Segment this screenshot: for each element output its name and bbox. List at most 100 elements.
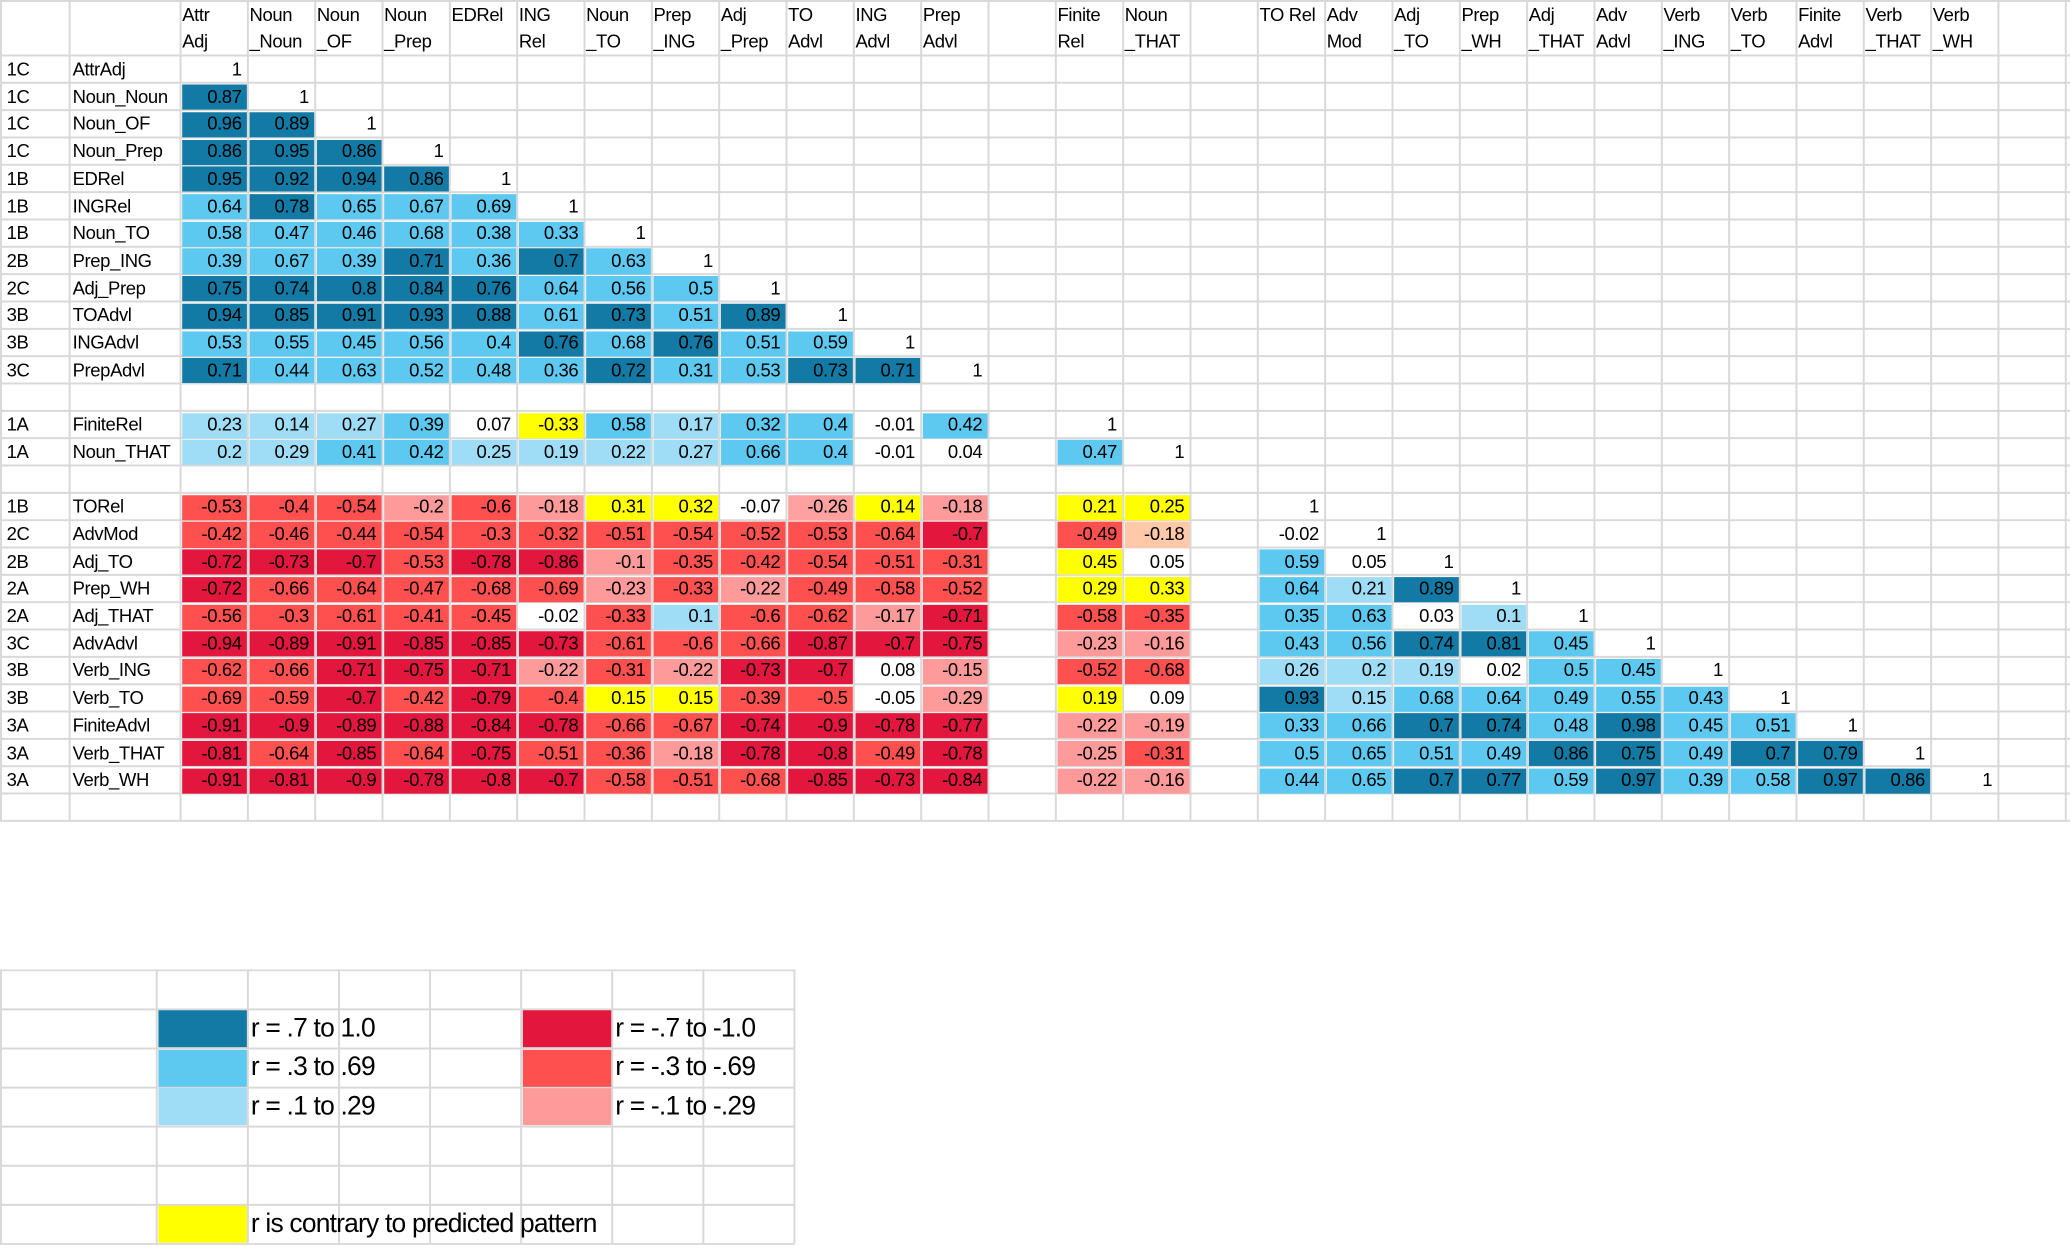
row-label: Verb_THAT [72, 741, 165, 763]
cell-value: -0.22 [538, 659, 579, 681]
row-label: EDRel [72, 167, 125, 189]
cell-value: 0.29 [1082, 577, 1117, 599]
heatmap-cell [787, 713, 853, 739]
cell-value: 0.68 [409, 222, 444, 244]
heatmap-cell [1056, 740, 1123, 767]
cell-value: -0.85 [807, 768, 848, 790]
heatmap-cell [383, 330, 449, 357]
cell-value: 1 [433, 140, 444, 162]
heatmap-cell [1124, 494, 1190, 521]
heatmap-cell [1864, 768, 1931, 794]
heatmap-cell [181, 248, 247, 275]
heatmap-cell [1393, 768, 1459, 794]
cell-value: 0.45 [341, 331, 377, 353]
heatmap-cell [316, 740, 382, 767]
cell-value: 0.86 [409, 167, 444, 189]
cell-value: 0.03 [1419, 604, 1454, 626]
cell-value: 0.71 [409, 249, 444, 271]
cell-value: -0.52 [740, 522, 781, 544]
heatmap-cell [316, 358, 382, 384]
column-header: _WH [1932, 30, 1973, 52]
heatmap-cell [854, 576, 921, 603]
legend-swatch [157, 1205, 247, 1243]
cell-value: 0.23 [207, 413, 242, 435]
cell-value: 0.45 [1621, 659, 1656, 681]
legend-label: r = .1 to .29 [250, 1091, 376, 1121]
cell-value: 1 [501, 167, 511, 189]
heatmap-cell [854, 768, 921, 794]
heatmap-cell [1460, 604, 1527, 630]
cell-value: 0.79 [1823, 741, 1858, 763]
heatmap-cell [585, 494, 651, 521]
column-header: _WH [1461, 30, 1502, 52]
heatmap-cell [383, 549, 449, 575]
heatmap-cell [1056, 576, 1123, 603]
cell-value: 0.45 [1688, 714, 1723, 736]
cell-value: -0.22 [1076, 714, 1118, 736]
cell-value: -0.8 [480, 768, 512, 790]
cell-value: -0.35 [672, 550, 714, 572]
cell-value: -0.9 [345, 768, 377, 790]
heatmap-cell [450, 604, 517, 630]
heatmap-cell [248, 440, 315, 466]
row-label: FiniteAdvl [72, 714, 151, 736]
cell-value: 0.66 [1351, 714, 1387, 736]
cell-value: -0.22 [740, 577, 781, 599]
heatmap-cell [383, 686, 449, 712]
cell-value: -0.58 [1076, 604, 1118, 626]
heatmap-cell [652, 549, 719, 575]
heatmap-cell [585, 631, 651, 657]
cell-value: 0.68 [611, 331, 646, 353]
cell-value: -0.75 [942, 632, 983, 654]
heatmap-cell [450, 330, 517, 357]
column-header: EDRel [451, 3, 504, 26]
cell-value: -0.81 [268, 768, 310, 790]
heatmap-cell [652, 303, 719, 329]
heatmap-cell [181, 303, 247, 329]
cell-value: 1 [1712, 659, 1723, 681]
cell-value: -0.7 [345, 550, 377, 572]
heatmap-cell [383, 740, 449, 767]
heatmap-cell [450, 276, 517, 302]
row-group-code: 1C [6, 58, 30, 80]
heatmap-cell [181, 112, 247, 138]
column-header: _OF [316, 30, 352, 52]
heatmap-cell [383, 631, 449, 657]
cell-value: -0.62 [201, 659, 242, 681]
heatmap-cell [383, 194, 449, 220]
cell-value: -0.7 [547, 768, 579, 790]
heatmap-cell [585, 303, 651, 329]
heatmap-cell [450, 248, 517, 275]
heatmap-cell [787, 549, 853, 575]
cell-value: -0.53 [201, 495, 242, 517]
cell-value: 0.55 [274, 331, 310, 353]
row-label: Noun_OF [72, 112, 151, 134]
heatmap-cell [787, 740, 853, 767]
heatmap-cell [248, 358, 315, 384]
cell-value: 0.27 [341, 413, 377, 435]
heatmap-cell [787, 604, 853, 630]
cell-value: 0.7 [1765, 741, 1791, 763]
cell-value: 0.4 [486, 331, 511, 353]
cell-value: -0.05 [874, 686, 916, 708]
cell-value: -0.89 [268, 632, 310, 654]
heatmap-cell [1528, 713, 1594, 739]
cell-value: 0.22 [611, 440, 646, 462]
heatmap-cell [1124, 522, 1190, 548]
heatmap-cell [585, 604, 651, 630]
heatmap-cell [383, 248, 449, 275]
heatmap-cell [518, 631, 584, 657]
heatmap-cell [181, 194, 247, 220]
cell-value: 0.66 [745, 440, 781, 462]
heatmap-cell [316, 303, 382, 329]
cell-value: -0.62 [807, 604, 848, 626]
cell-value: -0.23 [605, 577, 646, 599]
cell-value: 0.51 [678, 304, 714, 326]
cell-value: -0.91 [201, 768, 242, 790]
column-header: _Prep [720, 30, 769, 52]
heatmap-cell [787, 768, 853, 794]
cell-value: -0.73 [740, 659, 781, 681]
heatmap-cell [1797, 768, 1863, 794]
cell-value: -0.81 [201, 741, 242, 763]
heatmap-cell [720, 713, 786, 739]
